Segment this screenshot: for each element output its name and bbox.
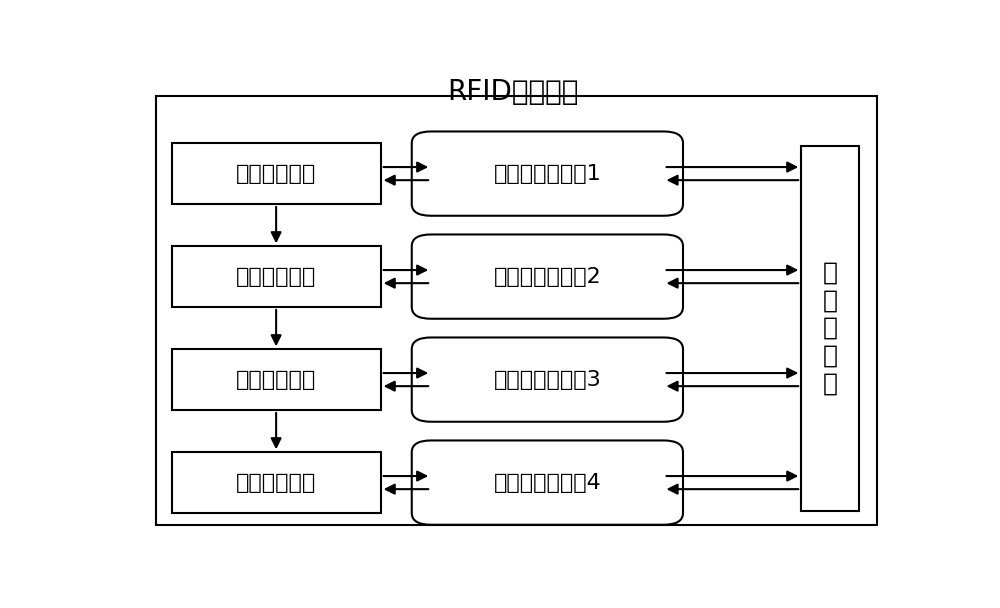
Text: RFID管理模块: RFID管理模块 [447,78,578,106]
Text: 嵌入式系统模块4: 嵌入式系统模块4 [494,472,601,492]
FancyBboxPatch shape [412,131,683,216]
Text: 维护服务模块: 维护服务模块 [236,472,316,492]
Text: 生产制造模块: 生产制造模块 [236,370,316,390]
FancyBboxPatch shape [801,145,859,511]
Text: 嵌入式系统模块3: 嵌入式系统模块3 [494,370,601,390]
FancyBboxPatch shape [172,143,381,204]
FancyBboxPatch shape [412,235,683,319]
Text: 订单生成模块: 订单生成模块 [236,164,316,184]
Text: 云
端
数
据
库: 云 端 数 据 库 [823,260,838,396]
FancyBboxPatch shape [412,337,683,422]
FancyBboxPatch shape [172,246,381,307]
FancyBboxPatch shape [412,440,683,525]
FancyBboxPatch shape [172,349,381,410]
Text: 嵌入式系统模块1: 嵌入式系统模块1 [494,164,601,184]
Text: 方案制定模块: 方案制定模块 [236,267,316,286]
FancyBboxPatch shape [172,452,381,513]
Text: 嵌入式系统模块2: 嵌入式系统模块2 [494,267,601,286]
